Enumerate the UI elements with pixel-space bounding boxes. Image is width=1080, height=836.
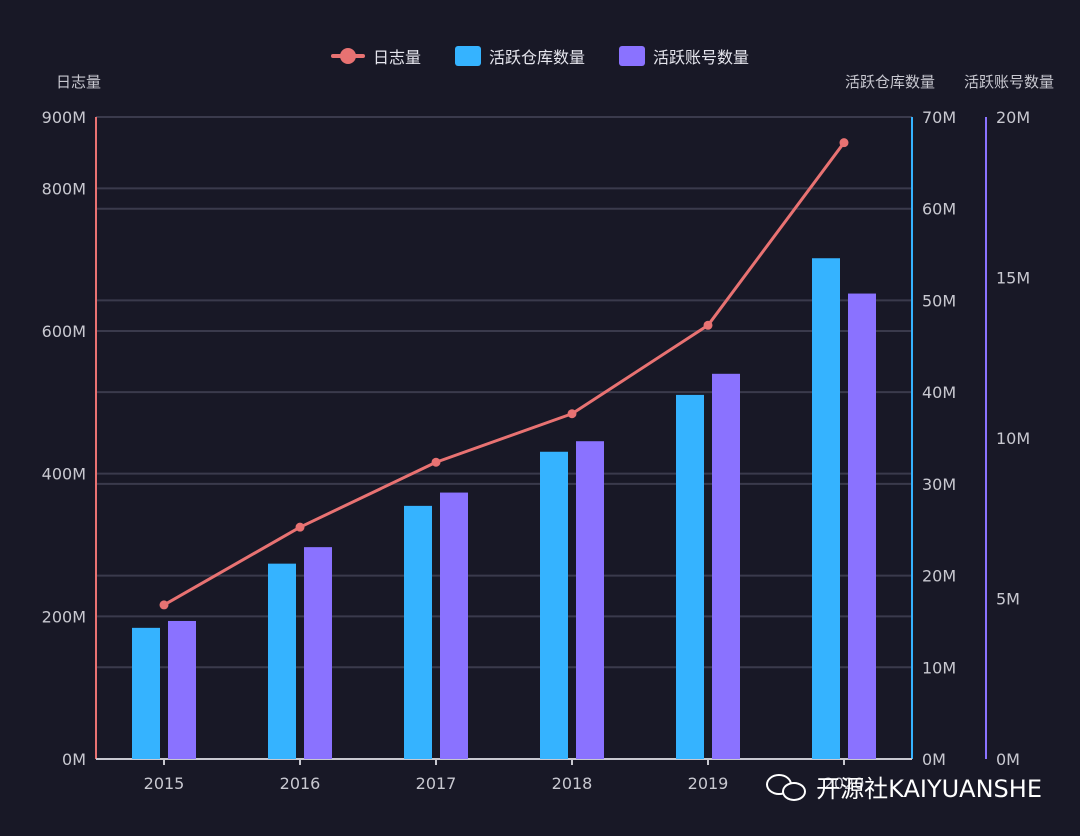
legend-item-accounts[interactable]: 活跃账号数量	[619, 44, 749, 68]
left-tick-label: 800M	[42, 179, 86, 198]
x-tick-label: 2019	[688, 774, 729, 793]
bar-repos	[676, 394, 704, 759]
point-log	[295, 522, 305, 532]
bar-repos	[540, 451, 568, 759]
watermark: 开源社KAIYUANSHE	[766, 769, 1042, 804]
legend-label-accounts: 活跃账号数量	[653, 48, 750, 67]
bar-repos	[404, 505, 432, 759]
legend-label-log: 日志量	[372, 48, 421, 67]
x-tick-label: 2015	[144, 774, 185, 793]
left-tick-label: 200M	[42, 607, 86, 626]
point-log	[431, 457, 441, 467]
point-log	[567, 409, 577, 419]
x-tick-label: 2018	[552, 774, 593, 793]
point-log	[703, 320, 713, 330]
bar-accounts	[168, 620, 196, 759]
bar-accounts	[576, 441, 604, 759]
right-axis-name-accounts: 活跃账号数量	[964, 73, 1055, 91]
bar-accounts	[304, 547, 332, 759]
legend-label-repos: 活跃仓库数量	[488, 48, 585, 67]
point-log	[839, 138, 849, 148]
legend: 日志量 活跃仓库数量 活跃账号数量	[0, 44, 1080, 68]
legend-item-repos[interactable]: 活跃仓库数量	[454, 44, 585, 68]
right-tick-label-repos: 40M	[922, 383, 956, 402]
bar-accounts	[440, 492, 468, 759]
right-tick-label-repos: 30M	[922, 475, 956, 494]
line-log	[163, 141, 846, 607]
right-tick-label-repos: 20M	[922, 567, 956, 586]
left-tick-label: 0M	[62, 750, 86, 769]
right-tick-label-repos: 0M	[922, 750, 946, 769]
right-tick-label-repos: 70M	[922, 108, 956, 127]
legend-swatch-repos	[454, 46, 481, 66]
bar-repos	[812, 258, 840, 759]
right-tick-label-repos: 60M	[922, 200, 956, 219]
right-tick-label-accounts: 5M	[996, 590, 1020, 609]
watermark-text: 开源社KAIYUANSHE	[816, 775, 1042, 803]
bar-accounts	[848, 293, 876, 759]
bar-repos	[268, 563, 296, 759]
right-tick-label-repos: 10M	[922, 658, 956, 677]
right-tick-label-accounts: 15M	[996, 269, 1030, 288]
left-tick-label: 600M	[42, 322, 86, 341]
left-axis-name: 日志量	[56, 73, 102, 91]
point-log	[159, 600, 169, 610]
bar-accounts	[712, 373, 740, 759]
legend-line-swatch	[330, 46, 365, 66]
left-tick-label: 900M	[42, 108, 86, 127]
x-tick-label: 2016	[280, 774, 321, 793]
wechat-icon	[766, 772, 808, 802]
bar-repos	[132, 627, 160, 759]
x-tick-label: 2017	[416, 774, 457, 793]
right-tick-label-accounts: 0M	[996, 750, 1020, 769]
x-tick-label: 2020	[824, 774, 865, 793]
legend-swatch-accounts	[619, 46, 645, 66]
right-tick-label-repos: 50M	[922, 291, 956, 310]
legend-item-log[interactable]: 日志量	[330, 44, 421, 68]
right-tick-label-accounts: 20M	[996, 108, 1030, 127]
right-axis-name-repos: 活跃仓库数量	[845, 73, 936, 91]
right-tick-label-accounts: 10M	[996, 429, 1030, 448]
left-tick-label: 400M	[42, 465, 86, 484]
